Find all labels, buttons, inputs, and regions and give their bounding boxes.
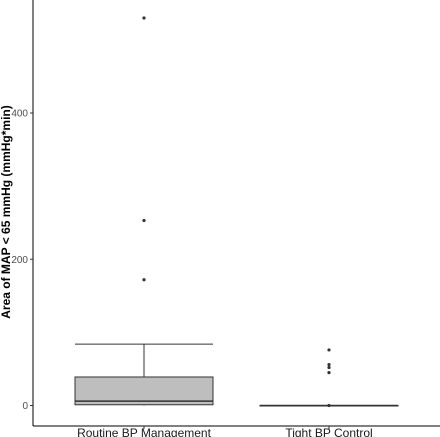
outlier-point [142,278,146,282]
plot-area [74,16,399,408]
y-tick-label: 200 [11,255,28,266]
outlier-point [327,362,331,367]
outlier-point [142,16,146,20]
y-tick-label: 0 [22,401,28,412]
y-axis-title: Area of MAP < 65 mmHg (mmHg*min) [0,105,13,319]
outlier-point [142,218,146,223]
x-tick-label: Routine BP Management [77,426,212,437]
outlier-point [327,348,331,352]
iqr-box [74,376,214,406]
outlier-point [327,370,331,375]
x-tick-label: Tight BP Control [285,426,372,437]
x-axis: Routine BP Management Tight BP Control [33,425,440,437]
y-axis: 0 200 400 [11,0,34,426]
outlier-point [327,365,331,370]
box-group [259,348,399,408]
outlier-point [327,403,331,408]
y-tick-label: 400 [11,109,28,120]
box-group [74,16,214,406]
